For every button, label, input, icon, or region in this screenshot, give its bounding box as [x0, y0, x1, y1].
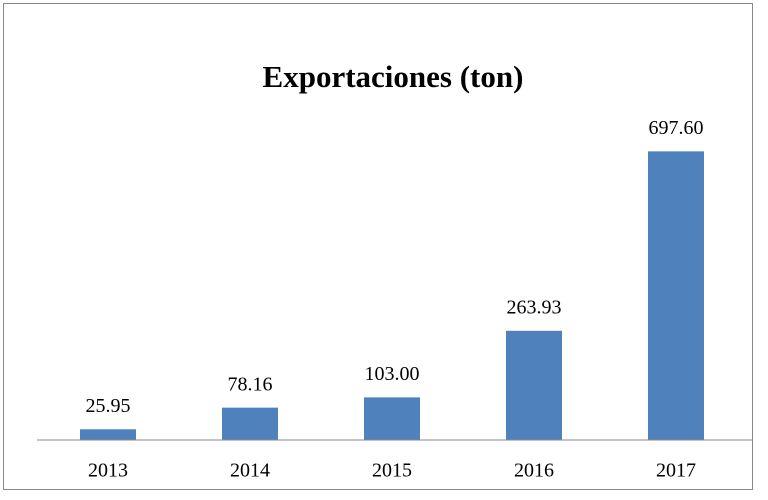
- x-tick-label: 2016: [514, 460, 554, 482]
- bar: [506, 330, 562, 440]
- value-label: 103.00: [365, 363, 420, 385]
- value-label: 78.16: [228, 373, 273, 395]
- bar: [80, 429, 136, 440]
- bar: [648, 151, 704, 441]
- x-tick-label: 2015: [372, 460, 412, 482]
- bar: [222, 407, 278, 440]
- value-label: 25.95: [86, 395, 131, 417]
- x-tick-label: 2013: [88, 460, 128, 482]
- chart-title: Exportaciones (ton): [263, 59, 524, 94]
- value-label: 697.60: [649, 117, 704, 139]
- x-tick-label: 2017: [656, 460, 696, 482]
- x-tick-label: 2014: [230, 460, 270, 482]
- bar: [364, 397, 420, 440]
- value-label: 263.93: [507, 296, 562, 318]
